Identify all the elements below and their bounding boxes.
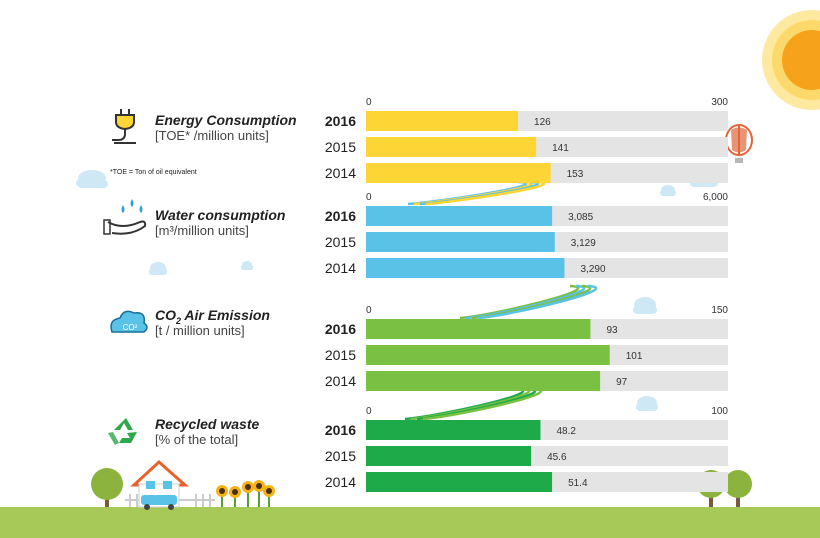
data-label: 3,085 bbox=[568, 212, 593, 223]
wave-connectors bbox=[404, 180, 598, 421]
x-axis-max-label: 150 bbox=[711, 305, 728, 316]
ground-strip bbox=[0, 507, 820, 538]
panel-unit-co2: [t / million units] bbox=[155, 323, 245, 338]
water-hand-icon bbox=[103, 199, 147, 235]
x-axis-max-label: 6,000 bbox=[703, 192, 728, 203]
panel-unit-water: [m³/million units] bbox=[155, 223, 249, 238]
category-label: 2014 bbox=[325, 373, 356, 389]
data-label: 153 bbox=[567, 169, 584, 180]
bar-2016 bbox=[366, 206, 553, 226]
panel-title-co2-main: CO bbox=[155, 307, 176, 323]
category-label: 2016 bbox=[325, 113, 356, 129]
panel-title-energy: Energy Consumption bbox=[155, 112, 297, 128]
data-label: 126 bbox=[534, 117, 551, 128]
chart-2: 0 150 2016 93 2015 101 2014 97 bbox=[325, 305, 728, 391]
x-axis-max-label: 300 bbox=[711, 97, 728, 108]
sun-icon bbox=[762, 10, 820, 110]
bar-2016 bbox=[366, 420, 541, 440]
data-label: 101 bbox=[626, 351, 643, 362]
bar-2016 bbox=[366, 111, 519, 131]
data-label: 97 bbox=[616, 377, 628, 388]
category-label: 2016 bbox=[325, 321, 356, 337]
bar-2016 bbox=[366, 319, 591, 339]
panel-title-water: Water consumption bbox=[155, 207, 286, 223]
tree-icon bbox=[91, 468, 123, 507]
category-label: 2015 bbox=[325, 234, 356, 250]
recycle-icon bbox=[108, 418, 137, 445]
x-axis-min-label: 0 bbox=[366, 192, 372, 203]
data-label: 141 bbox=[552, 143, 569, 154]
x-axis-min-label: 0 bbox=[366, 97, 372, 108]
bar-2014 bbox=[366, 472, 553, 492]
bar-2014 bbox=[366, 258, 565, 278]
data-label: 45.6 bbox=[547, 452, 567, 463]
category-label: 2016 bbox=[325, 208, 356, 224]
bar-2015 bbox=[366, 446, 532, 466]
category-label: 2014 bbox=[325, 474, 356, 490]
panel-title-waste: Recycled waste bbox=[155, 416, 260, 432]
category-label: 2015 bbox=[325, 347, 356, 363]
footnote: *TOE = Ton of oil equivalent bbox=[110, 169, 197, 176]
panel-title-co2-sub: 2 bbox=[176, 315, 182, 326]
wave-line bbox=[410, 387, 531, 421]
house-icon bbox=[130, 459, 189, 510]
data-label: 51.4 bbox=[568, 478, 588, 489]
category-label: 2014 bbox=[325, 260, 356, 276]
cloud-icon bbox=[633, 297, 657, 314]
bar-2015 bbox=[366, 137, 537, 157]
chart-3: 0 100 2016 48.2 2015 45.6 2014 51.4 bbox=[325, 406, 728, 492]
category-label: 2015 bbox=[325, 139, 356, 155]
plug-icon bbox=[112, 109, 136, 144]
svg-text:CO²: CO² bbox=[123, 323, 138, 332]
x-axis-min-label: 0 bbox=[366, 305, 372, 316]
category-label: 2016 bbox=[325, 422, 356, 438]
bar-2015 bbox=[366, 345, 610, 365]
data-label: 48.2 bbox=[556, 426, 576, 437]
bar-2015 bbox=[366, 232, 555, 252]
wave-line bbox=[465, 284, 586, 320]
data-label: 3,129 bbox=[571, 238, 596, 249]
chart-1: 0 6,000 2016 3,085 2015 3,129 2014 3,290 bbox=[325, 192, 728, 278]
category-label: 2015 bbox=[325, 448, 356, 464]
sunflowers-icon bbox=[216, 480, 275, 507]
wave-line bbox=[477, 284, 598, 320]
chart-0: 0 300 2016 126 2015 141 2014 153 bbox=[325, 97, 728, 183]
x-axis-min-label: 0 bbox=[366, 406, 372, 417]
cloud-icon bbox=[149, 262, 167, 275]
cloud-icon bbox=[660, 185, 676, 196]
data-label: 3,290 bbox=[580, 264, 605, 275]
panel-title-co2-rest: Air Emission bbox=[181, 307, 270, 323]
wave-line bbox=[425, 180, 546, 206]
panel-unit-energy: [TOE* /million units] bbox=[155, 128, 269, 143]
panel-unit-waste: [% of the total] bbox=[155, 432, 239, 447]
category-label: 2014 bbox=[325, 165, 356, 181]
hot-air-balloon-icon bbox=[725, 124, 753, 163]
bar-2014 bbox=[366, 371, 601, 391]
bar-2014 bbox=[366, 163, 551, 183]
data-label: 93 bbox=[606, 325, 618, 336]
cloud-icon bbox=[241, 261, 253, 270]
cloud-icon bbox=[636, 396, 658, 411]
cloud-icon bbox=[76, 170, 108, 188]
tree-icon bbox=[724, 470, 752, 507]
co2-cloud-icon: CO² bbox=[110, 310, 148, 333]
x-axis-max-label: 100 bbox=[711, 406, 728, 417]
panel-title-co2: CO2 Air Emission bbox=[155, 307, 270, 326]
